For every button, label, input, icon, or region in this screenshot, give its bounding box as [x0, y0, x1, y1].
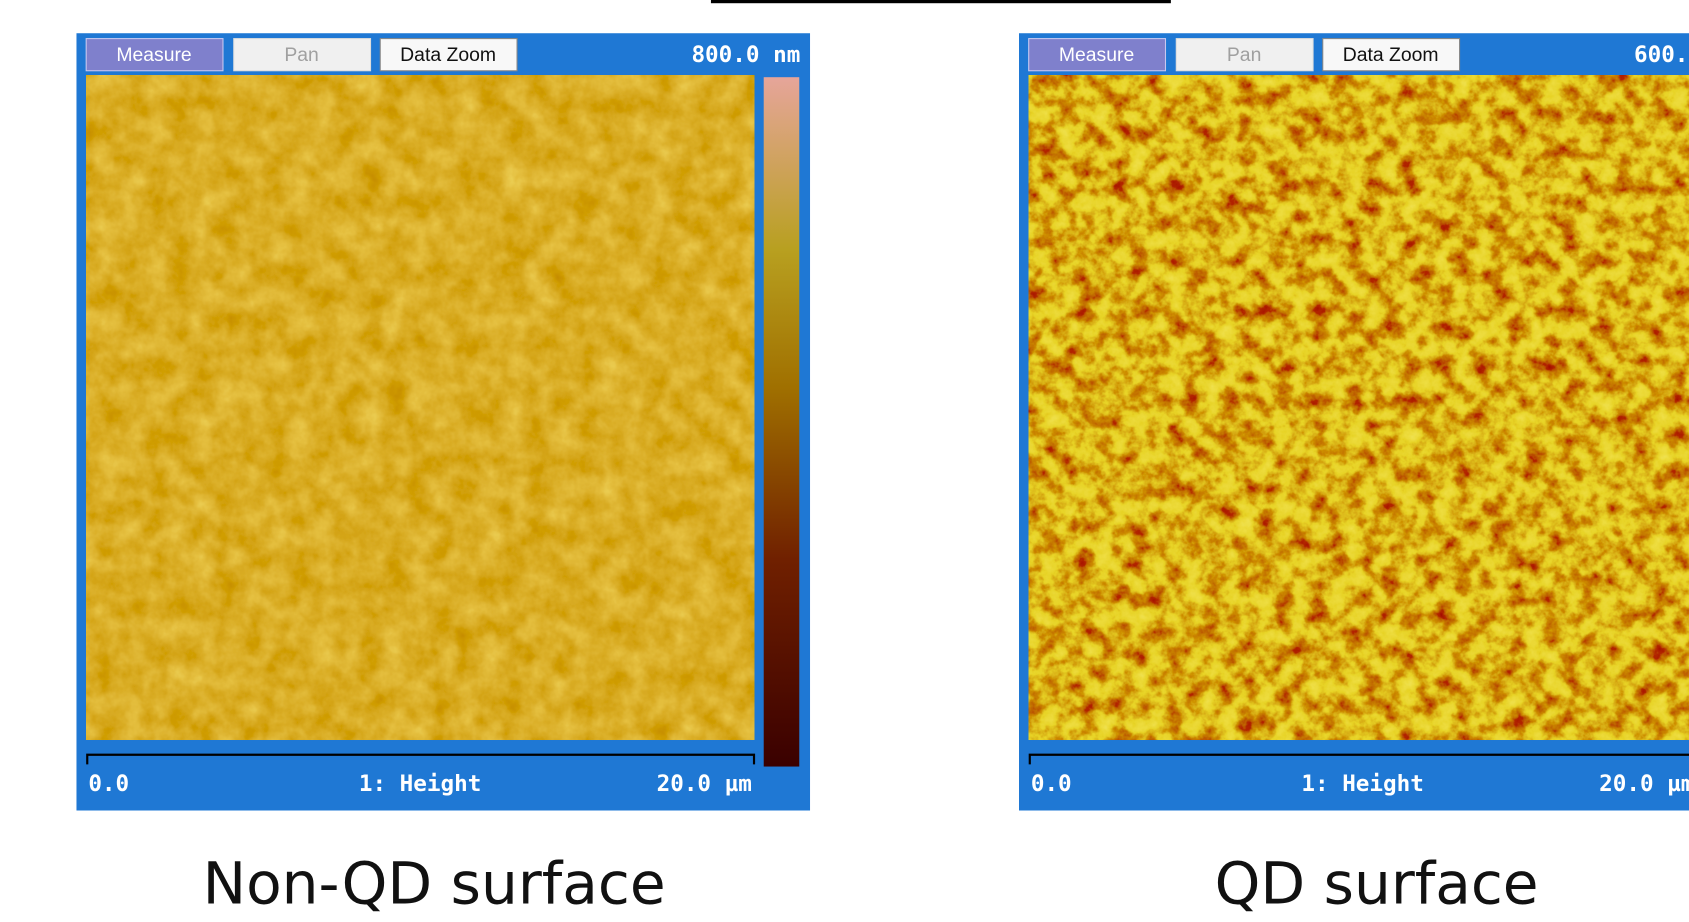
button-label[interactable]: Data Zoom: [400, 44, 496, 66]
x-max: 20.0 µm: [1599, 771, 1689, 797]
x-min: 0.0: [88, 771, 129, 797]
x-max: 20.0 µm: [657, 771, 752, 797]
caption: QD surface: [1215, 850, 1539, 918]
scale-max: 800.0 nm: [691, 42, 800, 68]
button-label[interactable]: Measure: [116, 44, 191, 66]
channel: 1: Height: [359, 771, 481, 797]
x-min: 0.0: [1031, 771, 1072, 797]
figure: Measure Pan Data Zoom 800.0 nm 0.0 1: Height 2…: [0, 0, 1689, 922]
caption: Non-QD surface: [203, 850, 666, 918]
button-label[interactable]: Data Zoom: [1343, 44, 1439, 66]
color-bar: [764, 77, 800, 766]
button-label[interactable]: Measure: [1059, 44, 1134, 66]
scale-max: 600.0 nm: [1634, 42, 1689, 68]
afm-image: [1029, 75, 1689, 740]
top-rule: [711, 0, 1171, 3]
channel: 1: Height: [1301, 771, 1423, 797]
button-label[interactable]: Pan: [284, 44, 318, 66]
afm-image: [86, 75, 754, 740]
button-label[interactable]: Pan: [1227, 44, 1261, 66]
